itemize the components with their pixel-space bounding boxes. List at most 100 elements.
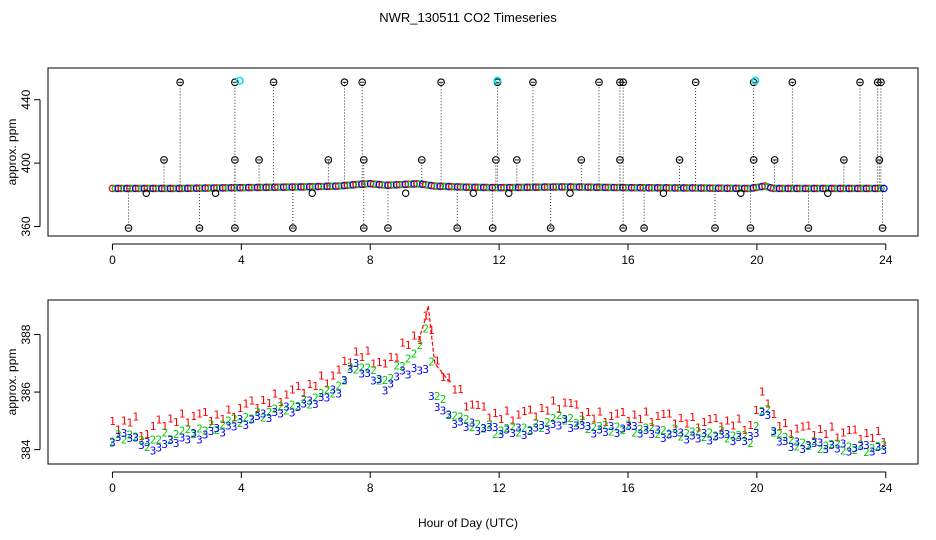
lower-series-3-point: 3	[846, 446, 853, 459]
upper-dip-point	[142, 189, 151, 197]
upper-high-spike-point	[619, 78, 628, 87]
upper-dip-point	[737, 189, 745, 197]
lower-series-2-point: 2	[359, 361, 366, 374]
lower-series-2-point: 2	[202, 425, 209, 438]
lower-series-3-point: 3	[625, 420, 632, 433]
lower-series-1-point: 1	[672, 418, 679, 431]
upper-high-spike-point	[269, 78, 278, 87]
lower-series-1-point: 1	[689, 411, 696, 424]
lower-series-2-point: 2	[504, 422, 511, 435]
lower-series-2-point: 2	[231, 412, 238, 425]
lower-x-tick-label: 20	[750, 481, 764, 495]
lower-series-1-point: 1	[225, 404, 232, 417]
lower-series-2-point: 2	[422, 323, 429, 336]
lower-series-3-point: 3	[109, 436, 116, 449]
upper-baseline-point	[830, 184, 839, 193]
lower-series-3-point: 3	[550, 418, 557, 431]
lower-series-3-point: 3	[324, 391, 331, 404]
lower-series-3-point: 3	[428, 390, 435, 403]
lower-series-2-point: 2	[707, 427, 714, 440]
lower-series-2-point: 2	[614, 421, 621, 434]
lower-series-2-point: 2	[295, 400, 302, 413]
lower-series-1-point: 1	[411, 329, 418, 342]
lower-series-3-point: 3	[515, 421, 522, 434]
lower-series-2-point: 2	[805, 440, 812, 453]
upper-y-tick-label: 400	[19, 153, 33, 173]
lower-series-2-point: 2	[179, 425, 186, 438]
lower-series-3-point: 3	[132, 432, 139, 445]
upper-baseline-point	[813, 184, 821, 193]
lower-series-1-point: 1	[324, 378, 331, 391]
lower-series-2-point: 2	[492, 428, 499, 441]
lower-series-1-point: 1	[857, 433, 864, 446]
lower-series-2-point: 2	[446, 409, 453, 422]
lower-series-2-point: 2	[556, 409, 563, 422]
upper-baseline-point	[827, 184, 836, 193]
lower-series-1-point: 1	[533, 411, 540, 424]
lower-series-2-point: 2	[312, 392, 319, 405]
lower-series-1-point: 1	[834, 432, 841, 445]
lower-series-1-point: 1	[475, 399, 482, 412]
upper-low-spike-point	[746, 224, 755, 232]
upper-mid-spike-point	[255, 156, 263, 164]
upper-baseline-point	[816, 184, 824, 193]
lower-series-3-point: 3	[672, 427, 679, 440]
lower-series-1-point: 1	[463, 401, 470, 414]
lower-series-3-point: 3	[411, 362, 418, 375]
lower-series-3-point: 3	[730, 435, 737, 448]
lower-series-1-point: 1	[573, 399, 580, 412]
upper-high-spike-point	[856, 78, 864, 87]
lower-series-3-point: 3	[840, 438, 847, 451]
lower-series-2-point: 2	[428, 356, 435, 369]
lower-series-3-point: 3	[509, 427, 516, 440]
upper-baseline-point	[117, 184, 125, 193]
lower-series-1-point: 1	[248, 395, 255, 408]
upper-baseline-point	[784, 184, 792, 193]
lower-series-3-point: 3	[208, 425, 215, 438]
lower-series-1-point: 1	[237, 402, 244, 415]
lower-series-3-point: 3	[237, 413, 244, 426]
lower-series-3-point: 3	[620, 422, 627, 435]
lower-series-1-point: 1	[272, 388, 279, 401]
lower-series-2-point: 2	[672, 423, 679, 436]
lower-series-1-point: 1	[167, 413, 174, 426]
lower-series-1-point: 1	[509, 415, 516, 428]
lower-series-3-point: 3	[405, 369, 412, 382]
lower-series-3-point: 3	[469, 416, 476, 429]
lower-series-3-point: 3	[382, 385, 389, 398]
lower-series-2-point: 2	[776, 428, 783, 441]
lower-series-2-point: 2	[782, 431, 789, 444]
lower-series-1-point: 1	[231, 411, 238, 424]
lower-series-2-point: 2	[585, 423, 592, 436]
lower-series-3-point: 3	[341, 374, 348, 387]
lower-series-2-point: 2	[132, 431, 139, 444]
lower-series-2-point: 2	[538, 422, 545, 435]
lower-series-2-point: 2	[596, 420, 603, 433]
lower-series-3-point: 3	[608, 420, 615, 433]
lower-series-1-point: 1	[138, 430, 145, 443]
lower-series-2-point: 2	[736, 429, 743, 442]
lower-series-1-point: 1	[782, 417, 789, 430]
upper-mid-spike-point	[616, 156, 624, 164]
upper-baseline-point	[833, 184, 842, 193]
lower-y-axis-title: approx. ppm	[5, 349, 19, 416]
lower-series-3-point: 3	[828, 439, 835, 452]
upper-baseline-point	[856, 184, 865, 193]
upper-dip-point	[401, 189, 410, 197]
lower-series-2-point: 2	[277, 400, 284, 413]
lower-series-3-point: 3	[707, 435, 714, 448]
lower-series-2-point: 2	[475, 418, 482, 431]
lower-series-2-point: 2	[817, 443, 824, 456]
lower-series-2-point: 2	[608, 425, 615, 438]
lower-series-3-point: 3	[649, 428, 656, 441]
upper-x-tick-label: 20	[750, 253, 764, 267]
lower-series-2-point: 2	[161, 426, 168, 439]
lower-series-3-point: 3	[788, 441, 795, 454]
lower-series-2-point: 2	[469, 421, 476, 434]
lower-series-1-point: 1	[440, 371, 447, 384]
upper-low-spike-point	[231, 224, 239, 232]
lower-series-2-point: 2	[562, 414, 569, 427]
lower-series-2-point: 2	[527, 424, 534, 437]
lower-series-3-point: 3	[434, 401, 441, 414]
